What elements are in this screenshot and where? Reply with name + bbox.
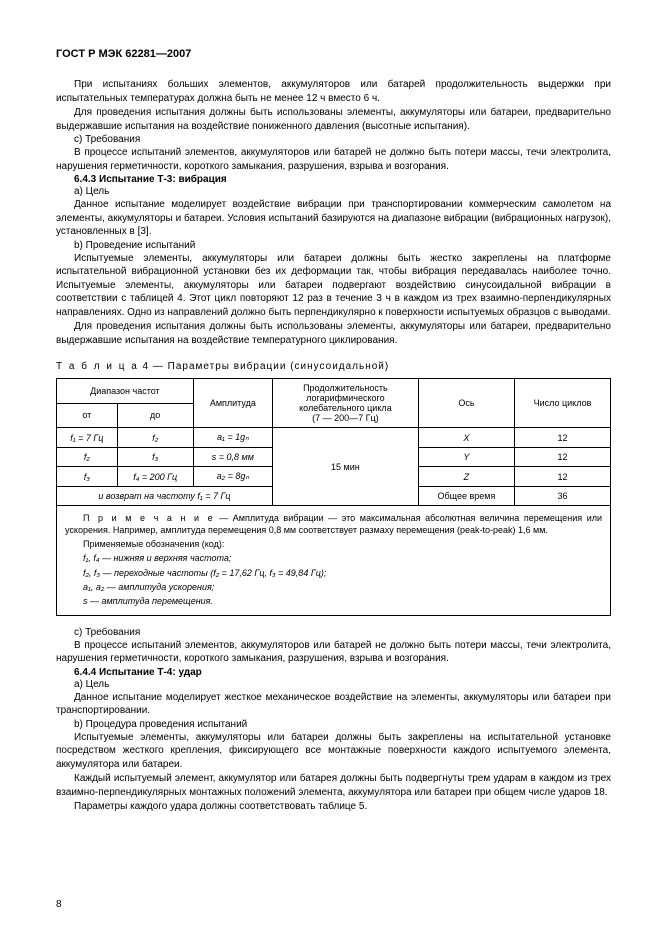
cell: X	[418, 428, 514, 448]
table-caption: Т а б л и ц а 4 — Параметры вибрации (си…	[56, 361, 611, 372]
cell-return: и возврат на частоту f₁ = 7 Гц	[57, 487, 273, 506]
cell: f₁ = 7 Гц	[57, 428, 118, 448]
cell: a₁ = 1gₙ	[193, 428, 272, 448]
cell-duration: 15 мин	[272, 428, 418, 506]
cell: 36	[514, 487, 610, 506]
subsection-label: b) Проведение испытаний	[56, 240, 611, 251]
subsection-label: a) Цель	[56, 186, 611, 197]
cell: f₂	[57, 448, 118, 467]
subsection-label: a) Цель	[56, 679, 611, 690]
doc-header: ГОСТ Р МЭК 62281—2007	[56, 48, 611, 60]
note-line: f₂, f₃ — переходные частоты (f₂ = 17,62 …	[65, 567, 602, 579]
th-from: от	[57, 403, 118, 428]
th-amplitude: Амплитуда	[193, 379, 272, 428]
cell: f₃	[57, 467, 118, 487]
paragraph: Данное испытание моделирует воздействие …	[56, 198, 611, 239]
cell: 12	[514, 448, 610, 467]
table-caption-word: Т а б л и ц а	[56, 361, 139, 372]
cell: f₄ = 200 Гц	[117, 467, 193, 487]
paragraph: Для проведения испытания должны быть исп…	[56, 106, 611, 133]
th-cycles: Число циклов	[514, 379, 610, 428]
cell: f₃	[117, 448, 193, 467]
paragraph: Испытуемые элементы, аккумуляторы или ба…	[56, 252, 611, 320]
document-page: ГОСТ Р МЭК 62281—2007 При испытаниях бол…	[0, 0, 661, 936]
cell: 12	[514, 428, 610, 448]
table-note: П р и м е ч а н и е — Амплитуда вибрации…	[56, 506, 611, 616]
note-label: П р и м е ч а н и е	[83, 513, 215, 523]
cell: Общее время	[418, 487, 514, 506]
th-axis: Ось	[418, 379, 514, 428]
th-dur-l1: Продолжительность	[303, 383, 388, 393]
paragraph: При испытаниях больших элементов, аккуму…	[56, 78, 611, 105]
vibration-table: Диапазон частот Амплитуда Продолжительно…	[56, 378, 611, 506]
paragraph: В процессе испытаний элементов, аккумуля…	[56, 146, 611, 173]
section-heading: 6.4.4 Испытание Т-4: удар	[56, 667, 611, 678]
note-line: f₁, f₄ — нижняя и верхняя частота;	[65, 552, 602, 564]
cell: Z	[418, 467, 514, 487]
note-line: s — амплитуда перемещения.	[65, 595, 602, 607]
note-line: Применяемые обозначения (код):	[65, 538, 602, 550]
paragraph: Испытуемые элементы, аккумуляторы или ба…	[56, 731, 611, 772]
paragraph: Параметры каждого удара должны соответст…	[56, 800, 611, 814]
note-line: a₁, a₂ — амплитуда ускорения;	[65, 581, 602, 593]
th-dur-l4: (7 — 200—7 Гц)	[312, 413, 379, 423]
subsection-label: c) Требования	[56, 627, 611, 638]
paragraph: В процессе испытаний элементов, аккумуля…	[56, 639, 611, 666]
th-range: Диапазон частот	[57, 379, 194, 404]
cell: a₂ = 8gₙ	[193, 467, 272, 487]
paragraph: Для проведения испытания должны быть исп…	[56, 320, 611, 347]
th-duration: Продолжительность логарифмического колеб…	[272, 379, 418, 428]
cell: s = 0,8 мм	[193, 448, 272, 467]
subsection-label: b) Процедура проведения испытаний	[56, 719, 611, 730]
th-to: до	[117, 403, 193, 428]
cell: Y	[418, 448, 514, 467]
cell: f₂	[117, 428, 193, 448]
page-number: 8	[56, 899, 62, 910]
table-caption-rest: 4 — Параметры вибрации (синусоидальной)	[139, 361, 389, 372]
cell: 12	[514, 467, 610, 487]
paragraph: Данное испытание моделирует жесткое меха…	[56, 691, 611, 718]
th-dur-l3: колебательного цикла	[299, 403, 391, 413]
subsection-label: c) Требования	[56, 134, 611, 145]
section-heading: 6.4.3 Испытание Т-3: вибрация	[56, 174, 611, 185]
th-dur-l2: логарифмического	[306, 393, 384, 403]
paragraph: Каждый испытуемый элемент, аккумулятор и…	[56, 772, 611, 799]
